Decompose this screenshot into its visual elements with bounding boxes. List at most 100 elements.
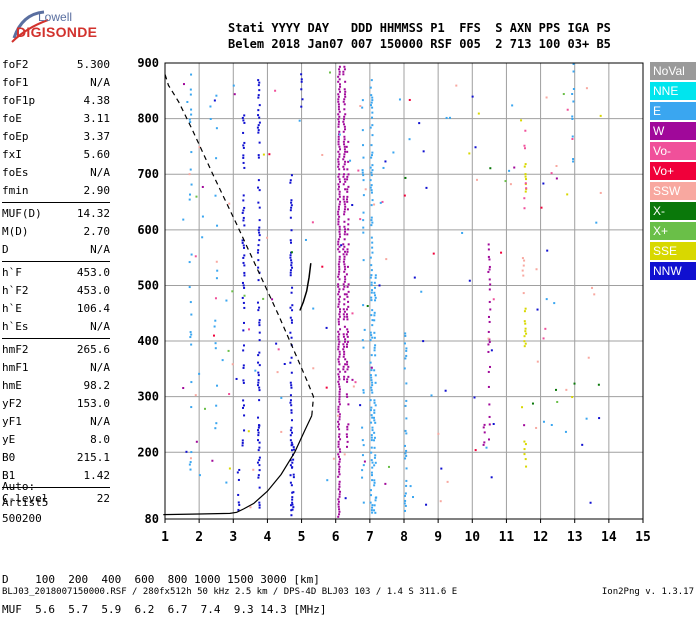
scatter-point — [555, 177, 558, 180]
echo-point — [343, 68, 346, 71]
param-row: C-level 22 — [2, 490, 110, 508]
echo-point — [524, 173, 527, 176]
echo-point — [343, 210, 346, 213]
echo-point — [370, 264, 373, 267]
scatter-point — [448, 116, 451, 119]
echo-point — [343, 65, 346, 68]
logo-line1: Lowell — [38, 10, 73, 24]
scatter-point — [280, 396, 283, 399]
echo-point — [343, 375, 346, 378]
echo-point — [338, 185, 341, 188]
echo-point — [291, 304, 294, 307]
echo-point — [257, 201, 260, 204]
echo-point — [370, 376, 373, 379]
echo-point — [188, 463, 191, 466]
echo-point — [242, 146, 245, 149]
param-row: yF2 153.0 — [2, 395, 110, 413]
echo-point — [362, 226, 365, 229]
echo-point — [338, 480, 341, 483]
echo-point — [370, 216, 373, 219]
echo-point — [258, 141, 261, 144]
echo-point — [346, 330, 349, 333]
echo-point — [525, 465, 528, 468]
echo-point — [370, 191, 373, 194]
ionogram-plot: 1 2 3 4 5 6 7 8 9 10 11 12 13 14 158020030040050060070… — [137, 56, 651, 545]
echo-point — [290, 504, 293, 507]
echo-point — [258, 506, 261, 509]
echo-point — [487, 350, 490, 353]
echo-point — [346, 340, 349, 343]
echo-point — [342, 333, 345, 336]
echo-point — [290, 509, 293, 512]
echo-point — [343, 178, 346, 181]
echo-point — [257, 79, 260, 82]
echo-point — [258, 104, 261, 107]
echo-point — [369, 179, 372, 182]
echo-point — [242, 131, 245, 134]
echo-point — [256, 461, 259, 464]
echo-point — [346, 440, 349, 443]
echo-point — [337, 330, 340, 333]
scatter-point — [440, 467, 443, 470]
echo-point — [337, 163, 340, 166]
echo-point — [337, 100, 340, 103]
scatter-point — [201, 185, 204, 188]
param-name: hmF1 — [2, 361, 29, 374]
echo-point — [371, 319, 374, 322]
echo-point — [339, 148, 342, 151]
echo-point — [338, 468, 341, 471]
echo-point — [243, 246, 246, 249]
echo-point — [370, 334, 373, 337]
param-name: h`E — [2, 302, 22, 315]
echo-point — [524, 163, 527, 166]
echo-point — [338, 483, 341, 486]
echo-point — [337, 118, 340, 121]
echo-point — [243, 206, 246, 209]
echo-point — [337, 298, 340, 301]
echo-point — [242, 406, 244, 409]
echo-point — [243, 224, 246, 227]
param-name: hmE — [2, 379, 22, 392]
scatter-point — [211, 459, 214, 462]
echo-point — [258, 364, 261, 367]
scatter-point — [474, 449, 477, 452]
echo-point — [371, 106, 374, 109]
scatter-point — [485, 446, 488, 449]
scatter-point — [492, 298, 495, 301]
echo-point — [292, 458, 295, 461]
echo-point — [343, 275, 346, 278]
polarization-legend: NoVal NNE E W Vo- Vo+ SSW X- X+ SSE NNW — [650, 62, 696, 282]
echo-point — [337, 283, 340, 286]
echo-point — [370, 94, 373, 97]
echo-point — [374, 454, 377, 457]
echo-point — [347, 185, 350, 188]
scatter-point — [500, 251, 503, 254]
echo-point — [404, 457, 407, 460]
echo-point — [337, 80, 340, 83]
echo-point — [289, 459, 292, 462]
echo-point — [289, 439, 292, 442]
param-value: N/A — [90, 415, 110, 428]
echo-point — [190, 113, 193, 116]
echo-point — [338, 130, 341, 133]
echo-point — [370, 171, 373, 174]
echo-point — [373, 464, 376, 467]
echo-point — [337, 435, 340, 438]
echo-point — [523, 340, 526, 343]
echo-point — [371, 96, 374, 99]
profile-dashed-line — [164, 73, 315, 416]
echo-point — [214, 194, 217, 197]
scatter-point — [445, 116, 448, 119]
echo-point — [347, 223, 350, 226]
echo-point — [338, 215, 341, 218]
echo-point — [338, 115, 341, 118]
echo-point — [289, 209, 292, 212]
echo-point — [362, 444, 365, 447]
echo-point — [405, 382, 408, 385]
echo-point — [374, 374, 377, 377]
echo-point — [346, 335, 349, 338]
echo-point — [337, 443, 340, 446]
echo-point — [571, 135, 574, 138]
echo-point — [290, 484, 293, 487]
scatter-point — [228, 202, 231, 205]
